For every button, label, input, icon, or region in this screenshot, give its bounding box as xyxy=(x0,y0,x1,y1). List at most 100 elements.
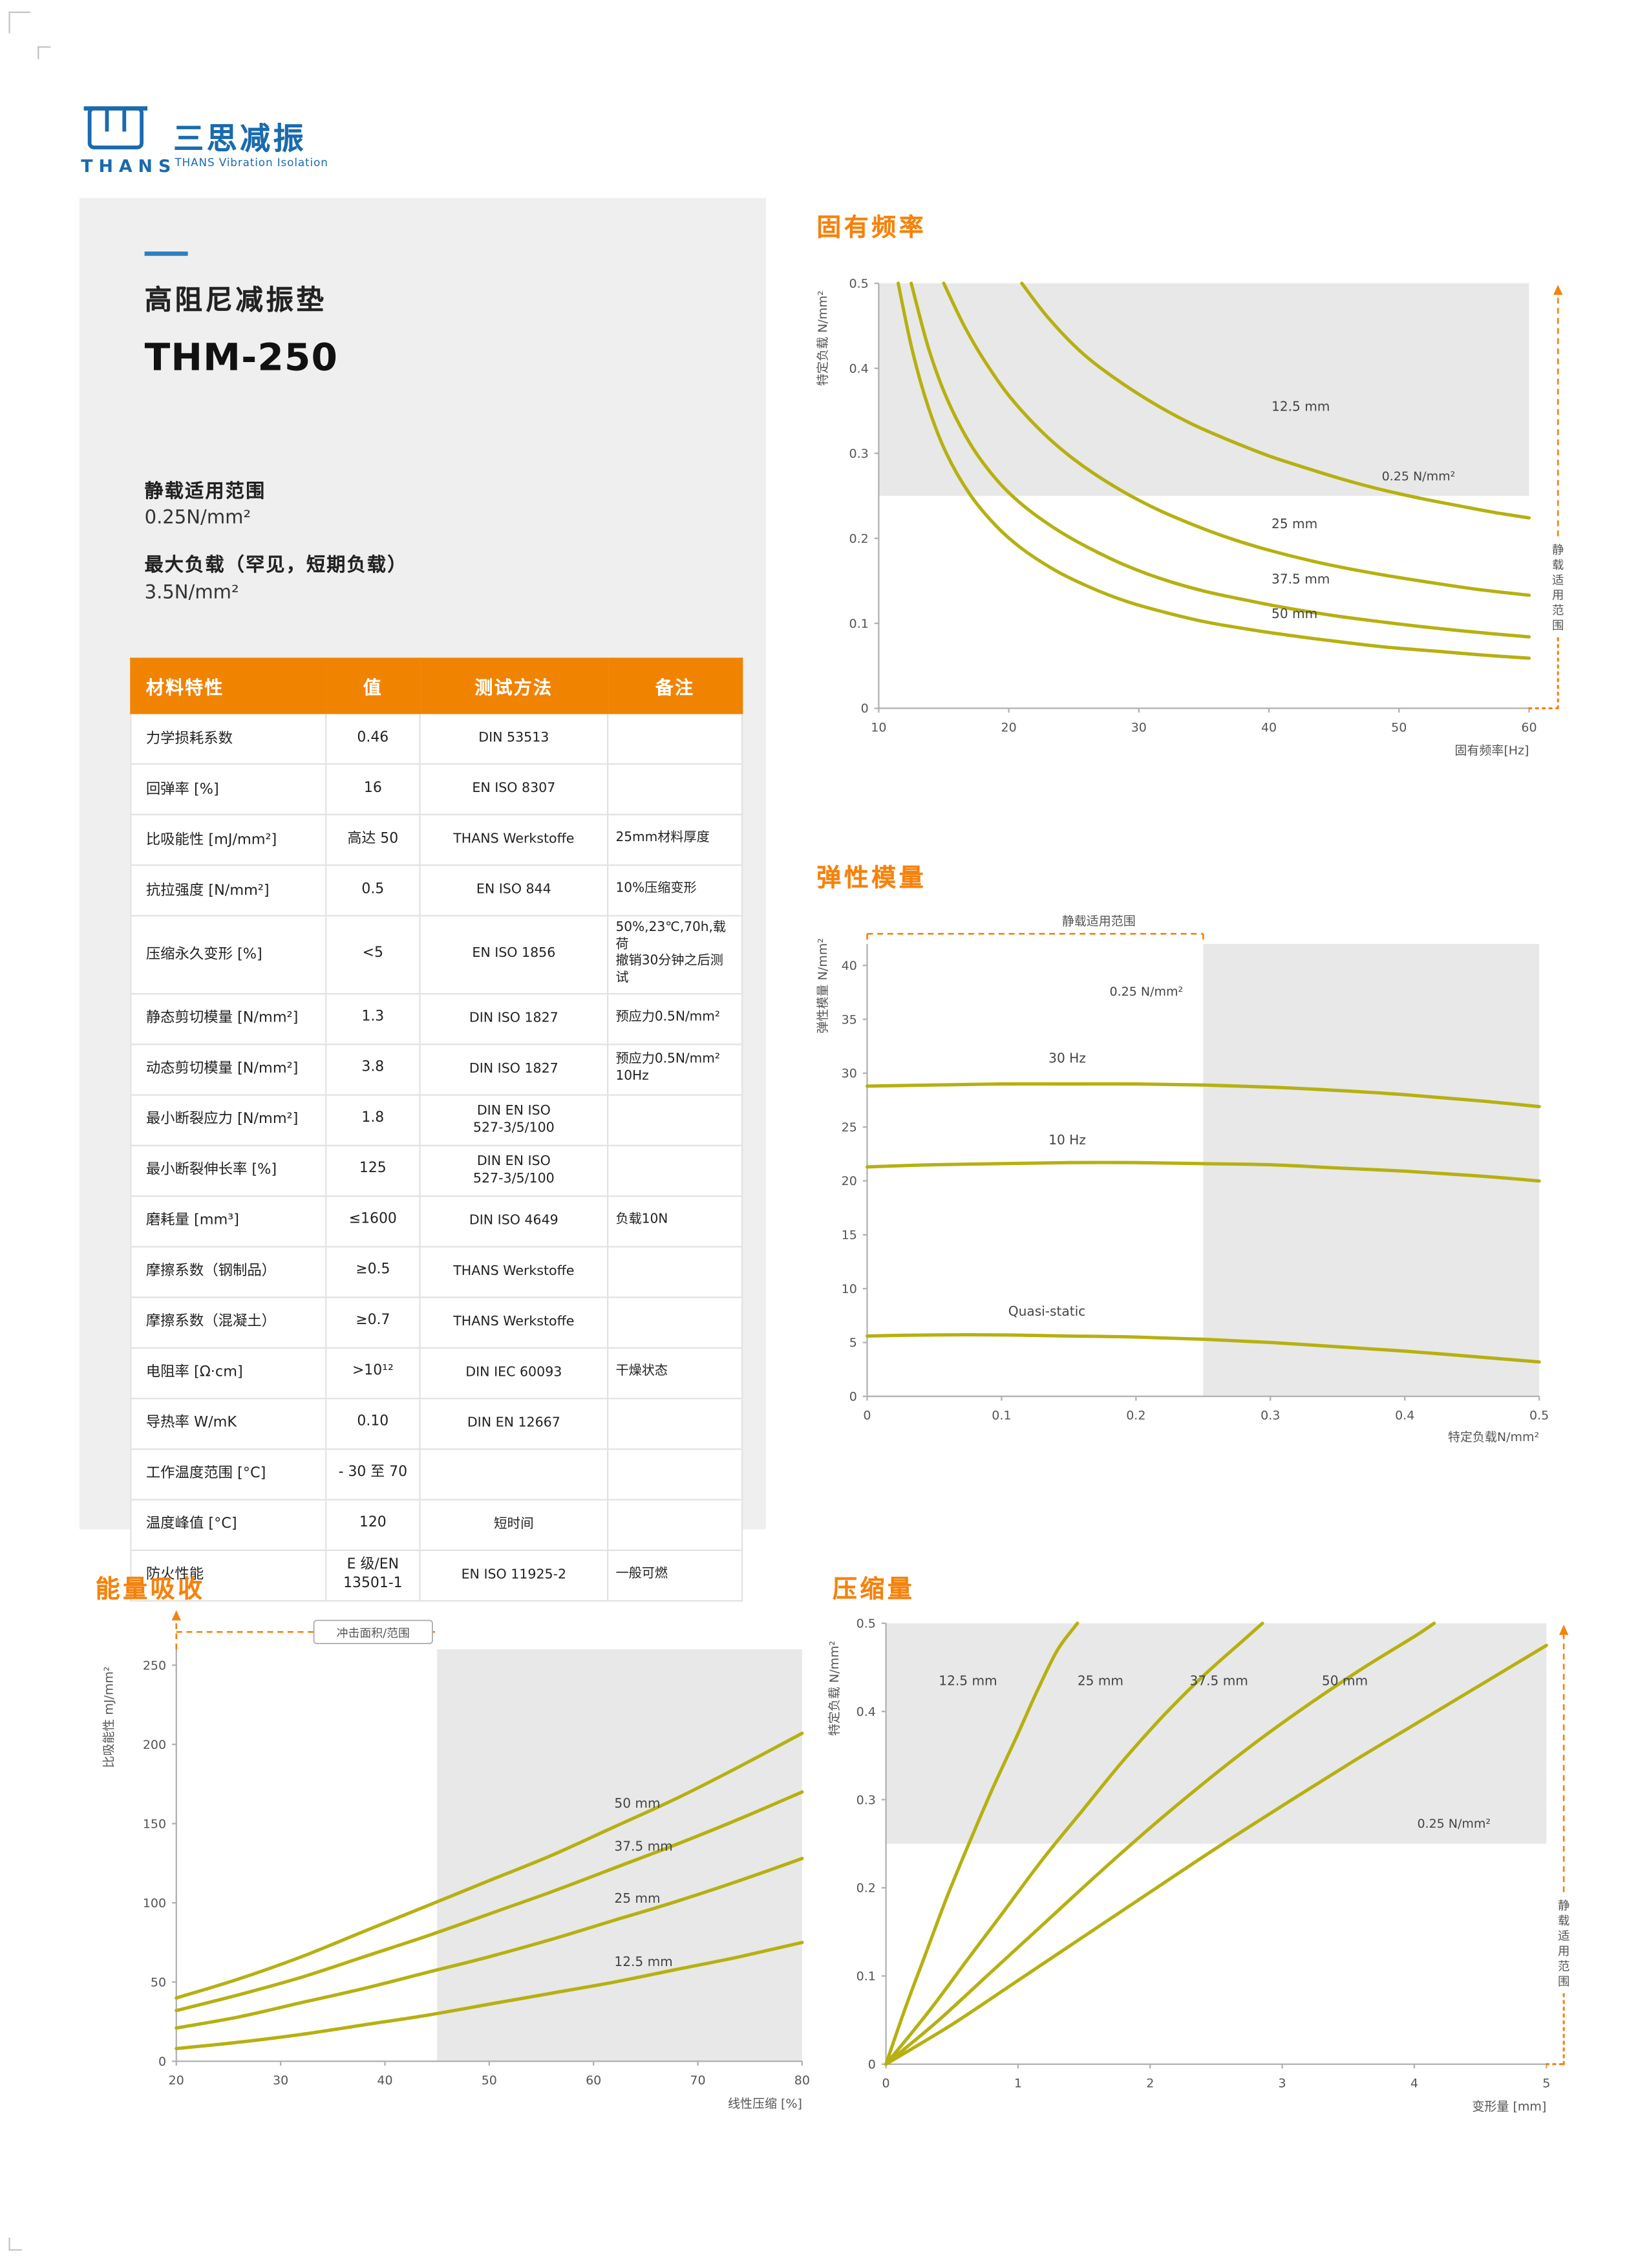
curve-label-25-mm: 25 mm xyxy=(1271,516,1317,531)
brand-tagline: THANS Vibration Isolation xyxy=(175,156,328,169)
curve-25-mm xyxy=(942,281,1531,597)
cell-method: DIN EN 12667 xyxy=(419,1397,609,1450)
table-row: 导热率 W/mK 0.10 DIN EN 12667 xyxy=(130,1397,743,1450)
crop-mark xyxy=(8,2238,22,2251)
curve-label-37.5-mm: 37.5 mm xyxy=(1190,1673,1248,1688)
svg-text:30: 30 xyxy=(1131,720,1147,734)
cell-method: THANS Werkstoffe xyxy=(419,813,609,866)
svg-text:围: 围 xyxy=(1552,619,1564,633)
svg-text:用: 用 xyxy=(1558,1945,1569,1958)
range-marker-box xyxy=(313,1620,433,1644)
table-row: 防火性能 E 级/EN 13501-1 EN ISO 11925-2 一般可燃 xyxy=(130,1549,743,1601)
table-row: 磨耗量 [mm³] ≤1600 DIN ISO 4649 负载10N xyxy=(130,1195,743,1247)
svg-text:30: 30 xyxy=(273,2073,288,2088)
cell-value: 3.8 xyxy=(325,1043,421,1096)
accent-divider xyxy=(144,251,188,256)
curve-Quasi-static xyxy=(865,1333,1541,1364)
cell-value: E 级/EN 13501-1 xyxy=(325,1549,421,1601)
svg-text:0.1: 0.1 xyxy=(856,1969,876,1984)
cell-value: 0.5 xyxy=(325,864,421,917)
column-header-3: 备注 xyxy=(607,658,743,714)
cell-value: ≤1600 xyxy=(325,1195,421,1247)
cell-method: THANS Werkstoffe xyxy=(419,1296,609,1349)
section-title-natural-frequency: 固有频率 xyxy=(816,213,927,243)
svg-text:80: 80 xyxy=(794,2073,810,2088)
cell-value: 1.3 xyxy=(325,992,421,1045)
curve-label-37.5-mm: 37.5 mm xyxy=(1271,571,1330,586)
curve-50-mm xyxy=(175,1731,804,2000)
cell-value: >10¹² xyxy=(325,1347,421,1399)
svg-text:40: 40 xyxy=(1261,720,1277,734)
curve-label-37.5-mm: 37.5 mm xyxy=(614,1838,672,1854)
cell-value: ≥0.7 xyxy=(325,1296,421,1349)
table-row: 压缩永久变形 [%] <5 EN ISO 1856 50%,23℃,70h,载荷 撤销… xyxy=(130,915,743,994)
svg-text:0: 0 xyxy=(863,1409,871,1423)
svg-text:静: 静 xyxy=(1558,1899,1569,1912)
cell-notes: 50%,23℃,70h,载荷 撤销30分钟之后测试 xyxy=(607,915,743,994)
svg-text:1: 1 xyxy=(1014,2076,1022,2090)
cell-notes: 10%压缩变形 xyxy=(607,864,743,917)
column-header-2: 测试方法 xyxy=(419,658,609,714)
cell-property: 摩擦系数（钢制品） xyxy=(130,1245,327,1298)
svg-text:0: 0 xyxy=(849,1389,857,1404)
curve-label-12.5-mm: 12.5 mm xyxy=(1271,398,1330,414)
svg-text:范: 范 xyxy=(1552,604,1564,617)
cell-property: 防火性能 xyxy=(130,1549,327,1601)
svg-text:0.3: 0.3 xyxy=(1261,1409,1280,1423)
curve-25-mm xyxy=(884,1621,1264,2066)
svg-text:20: 20 xyxy=(842,1174,857,1188)
svg-text:60: 60 xyxy=(1521,720,1537,734)
cell-notes xyxy=(607,763,743,815)
svg-text:50: 50 xyxy=(1391,720,1407,734)
cell-value: ≥0.5 xyxy=(325,1245,421,1298)
chart-canvas-energy_absorption: 20 30 40 50 60 70 80 0 50 100 150 200 250 线性压缩 [%] 比吸能… xyxy=(101,1610,810,2111)
shaded-range-region xyxy=(437,1649,802,2062)
svg-text:15: 15 xyxy=(842,1228,857,1243)
curve-37.5-mm xyxy=(175,1790,804,2013)
svg-text:0.4: 0.4 xyxy=(856,1705,876,1719)
svg-text:弹性模量 N/mm²: 弹性模量 N/mm² xyxy=(816,938,830,1033)
curve-50-mm xyxy=(884,1643,1548,2066)
cell-value: 16 xyxy=(325,763,421,815)
cell-method: EN ISO 11925-2 xyxy=(419,1549,609,1601)
svg-text:适: 适 xyxy=(1552,573,1564,587)
curve-12.5-mm xyxy=(175,1940,804,2051)
chart-canvas-natural_frequency: 10 20 30 40 50 60 0 0.1 0.2 0.3 0.4 0.5 固有频率[Hz] 特定负载… xyxy=(816,277,1564,758)
curve-label-50-mm: 50 mm xyxy=(1271,606,1317,621)
cell-method: DIN EN ISO 527-3/5/100 xyxy=(419,1093,609,1146)
table-row: 工作温度范围 [°C] - 30 至 70 xyxy=(130,1448,743,1501)
cell-property: 摩擦系数（混凝土） xyxy=(130,1296,327,1349)
product-category: 高阻尼减振垫 xyxy=(144,284,327,317)
cell-notes xyxy=(607,712,743,765)
table-row: 抗拉强度 [N/mm²] 0.5 EN ISO 844 10%压缩变形 xyxy=(130,864,743,917)
cell-notes: 预应力0.5N/mm² 10Hz xyxy=(607,1043,743,1096)
cell-value: 高达 50 xyxy=(325,813,421,866)
svg-text:100: 100 xyxy=(143,1896,166,1910)
static-load-value: 0.25N/mm² xyxy=(144,507,251,530)
svg-text:35: 35 xyxy=(842,1012,857,1027)
svg-text:载: 载 xyxy=(1552,559,1564,572)
cell-property: 抗拉强度 [N/mm²] xyxy=(130,864,327,917)
svg-text:40: 40 xyxy=(842,959,857,973)
table-row: 动态剪切模量 [N/mm²] 3.8 DIN ISO 1827 预应力0.5N/mm²… xyxy=(130,1043,743,1096)
curve-label-12.5-mm: 12.5 mm xyxy=(939,1673,997,1688)
svg-text:0.1: 0.1 xyxy=(992,1409,1011,1423)
cell-property: 温度峰值 [°C] xyxy=(130,1498,327,1551)
cell-notes xyxy=(607,1144,743,1197)
table-row: 回弹率 [%] 16 EN ISO 8307 xyxy=(130,763,743,815)
cell-notes xyxy=(607,1397,743,1450)
crop-mark xyxy=(37,46,51,59)
svg-text:特定负载 N/mm²: 特定负载 N/mm² xyxy=(816,291,830,386)
cell-property: 导热率 W/mK xyxy=(130,1397,327,1450)
range-marker-label: 冲击面积/范围 xyxy=(337,1627,410,1640)
curve-10-Hz xyxy=(865,1161,1541,1183)
chart-canvas-compression: 0 1 2 3 4 5 0 0.1 0.2 0.3 0.4 0.5 变形量 [mm] 特定负载 N/mm²… xyxy=(827,1617,1570,2114)
curve-12.5-mm xyxy=(1020,281,1531,520)
svg-text:变形量 [mm]: 变形量 [mm] xyxy=(1472,2099,1546,2113)
svg-text:10: 10 xyxy=(842,1282,857,1296)
curve-12.5-mm xyxy=(884,1621,1080,2066)
range-arrow-icon xyxy=(171,1610,181,1621)
svg-text:0: 0 xyxy=(882,2076,889,2090)
cell-method: DIN ISO 1827 xyxy=(419,1043,609,1096)
shaded-range-region xyxy=(886,1623,1547,1844)
